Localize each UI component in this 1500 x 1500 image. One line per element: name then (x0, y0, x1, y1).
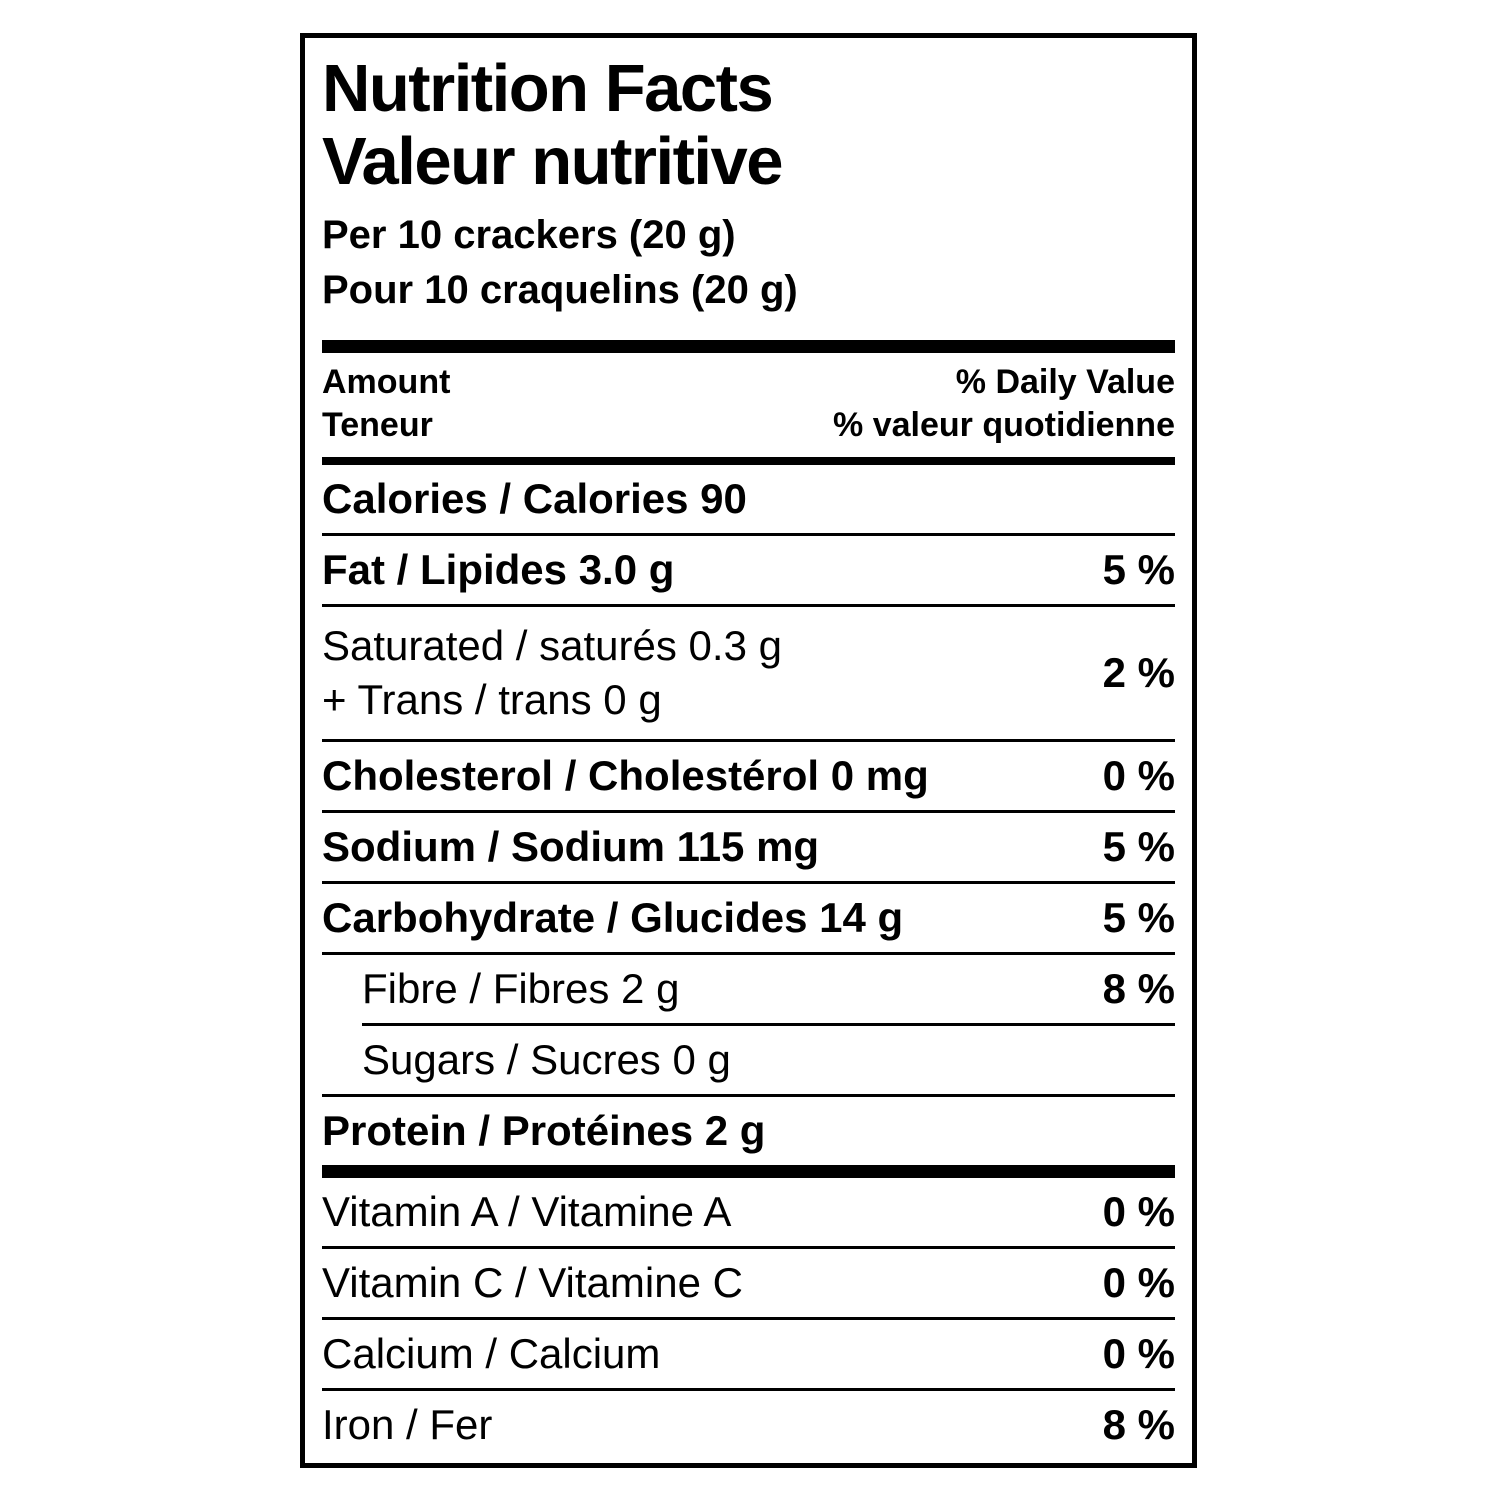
row-sodium: Sodium / Sodium 115 mg 5 % (322, 813, 1175, 881)
daily-value-header: % Daily Value % valeur quotidienne (833, 361, 1175, 447)
daily-value-header-french: % valeur quotidienne (833, 406, 1175, 444)
carbohydrate-daily-value: 5 % (1102, 894, 1175, 941)
row-calcium: Calcium / Calcium 0 % (322, 1320, 1175, 1388)
serving-size-english: Per 10 crackers (20 g) (322, 213, 736, 257)
iron-label: Iron / Fer (322, 1401, 493, 1448)
row-sugars: Sugars / Sucres 0 g (322, 1026, 1175, 1094)
row-calories: Calories / Calories 90 (322, 465, 1175, 533)
fibre-daily-value: 8 % (1102, 965, 1175, 1012)
rule-line (322, 533, 1175, 536)
protein-label: Protein / Protéines 2 g (322, 1107, 766, 1154)
rule-line (322, 810, 1175, 813)
vitamin-c-daily-value: 0 % (1102, 1259, 1175, 1306)
title-french: Valeur nutritive (322, 124, 784, 199)
column-headers: Amount Teneur % Daily Value % valeur quo… (322, 353, 1175, 457)
row-vitamin-a: Vitamin A / Vitamine A 0 % (322, 1178, 1175, 1246)
saturated-trans-label: Saturated / saturés 0.3 g + Trans / tran… (322, 619, 782, 727)
sodium-daily-value: 5 % (1102, 823, 1175, 870)
separator-medium (322, 457, 1175, 465)
rule-line (322, 881, 1175, 884)
sugars-label: Sugars / Sucres 0 g (362, 1036, 731, 1083)
rule-line-indented (362, 1023, 1175, 1026)
fat-daily-value: 5 % (1102, 546, 1175, 593)
fat-label: Fat / Lipides 3.0 g (322, 546, 675, 593)
vitamin-a-daily-value: 0 % (1102, 1188, 1175, 1235)
nutrition-facts-label: Nutrition Facts Valeur nutritive Per 10 … (300, 33, 1197, 1468)
calcium-label: Calcium / Calcium (322, 1330, 661, 1377)
daily-value-header-english: % Daily Value (955, 363, 1175, 401)
amount-header-french: Teneur (322, 406, 433, 444)
saturated-trans-daily-value: 2 % (1102, 649, 1175, 696)
serving-size-french: Pour 10 craquelins (20 g) (322, 268, 798, 312)
trans-label: + Trans / trans 0 g (322, 676, 662, 723)
amount-header-english: Amount (322, 363, 451, 401)
rule-line (322, 1094, 1175, 1097)
calcium-daily-value: 0 % (1102, 1330, 1175, 1377)
row-fibre: Fibre / Fibres 2 g 8 % (322, 955, 1175, 1023)
row-saturated-trans: Saturated / saturés 0.3 g + Trans / tran… (322, 607, 1175, 739)
iron-daily-value: 8 % (1102, 1401, 1175, 1448)
vitamin-a-label: Vitamin A / Vitamine A (322, 1188, 732, 1235)
calories-label: Calories / Calories 90 (322, 475, 747, 522)
row-vitamin-c: Vitamin C / Vitamine C 0 % (322, 1249, 1175, 1317)
title-english: Nutrition Facts (322, 51, 774, 126)
cholesterol-daily-value: 0 % (1102, 752, 1175, 799)
row-iron: Iron / Fer 8 % (322, 1391, 1175, 1459)
row-fat: Fat / Lipides 3.0 g 5 % (322, 536, 1175, 604)
rule-line (322, 739, 1175, 742)
rule-line (322, 1317, 1175, 1320)
rule-line (322, 952, 1175, 955)
fibre-label: Fibre / Fibres 2 g (362, 965, 680, 1012)
cholesterol-label: Cholesterol / Cholestérol 0 mg (322, 752, 929, 799)
sodium-label: Sodium / Sodium 115 mg (322, 823, 820, 870)
amount-header: Amount Teneur (322, 361, 450, 447)
rule-line (322, 1388, 1175, 1391)
row-cholesterol: Cholesterol / Cholestérol 0 mg 0 % (322, 742, 1175, 810)
row-carbohydrate: Carbohydrate / Glucides 14 g 5 % (322, 884, 1175, 952)
rule-line (322, 1246, 1175, 1249)
carbohydrate-label: Carbohydrate / Glucides 14 g (322, 894, 904, 941)
row-protein: Protein / Protéines 2 g (322, 1097, 1175, 1165)
saturated-label: Saturated / saturés 0.3 g (322, 622, 782, 669)
vitamin-c-label: Vitamin C / Vitamine C (322, 1259, 743, 1306)
separator-thick-top (322, 340, 1175, 353)
separator-thick-bottom (322, 1165, 1175, 1178)
rule-line (322, 604, 1175, 607)
